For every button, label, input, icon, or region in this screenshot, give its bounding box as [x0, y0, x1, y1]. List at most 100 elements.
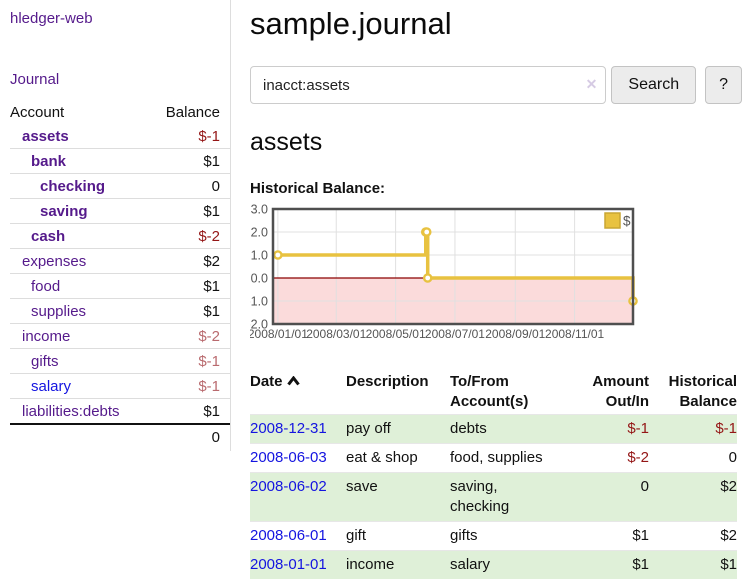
account-balance: $-2	[198, 227, 220, 245]
sidebar-account-link[interactable]: supplies	[31, 302, 87, 320]
main-content: sample.journal ✕ Search ? assets Histori…	[246, 0, 742, 579]
sidebar-account-link[interactable]: gifts	[31, 352, 59, 370]
account-row: supplies $1	[10, 298, 230, 324]
account-row: salary $-1	[10, 373, 230, 399]
transaction-accounts: saving, checking	[450, 478, 510, 515]
svg-text:2008/07/01: 2008/07/01	[425, 327, 485, 341]
search-button[interactable]: Search	[611, 66, 697, 104]
sidebar-account-link[interactable]: checking	[40, 177, 106, 195]
account-row: liabilities:debts $1	[10, 398, 230, 425]
search-bar: ✕ Search ?	[250, 66, 742, 104]
transaction-date-link[interactable]: 2008-06-03	[250, 449, 327, 466]
account-balance: 0	[211, 177, 220, 195]
transaction-date: 2008-12-31	[250, 415, 346, 444]
transaction-amount: 0	[640, 478, 649, 495]
svg-text:2008/01/01: 2008/01/01	[250, 327, 308, 341]
svg-text:2008/05/01: 2008/05/01	[366, 327, 426, 341]
sidebar-account-link[interactable]: assets	[22, 127, 69, 145]
transaction-description: gift	[346, 527, 367, 544]
svg-text:0.0: 0.0	[251, 272, 268, 286]
chart-legend: $	[604, 212, 631, 229]
transaction-row: 2008-06-01 gift gifts $1 $2	[250, 521, 737, 551]
account-row: cash $-2	[10, 223, 230, 249]
svg-text:-1.0: -1.0	[250, 295, 268, 309]
page-title: sample.journal	[250, 6, 452, 41]
search-input[interactable]	[250, 66, 607, 104]
transaction-amount: $1	[632, 527, 649, 544]
account-balance: $-1	[198, 352, 220, 370]
transaction-balance: $1	[720, 556, 737, 573]
sidebar-account-link[interactable]: income	[22, 327, 71, 345]
transaction-date-link[interactable]: 2008-01-01	[250, 556, 327, 573]
app-brand-link[interactable]: hledger-web	[10, 10, 93, 27]
sidebar-item-journal[interactable]: Journal	[10, 71, 60, 88]
chart-title: Historical Balance:	[250, 180, 386, 197]
account-balance: $-2	[198, 327, 220, 345]
legend-swatch	[604, 212, 621, 229]
sidebar-account-link[interactable]: bank	[31, 152, 67, 170]
transaction-date-link[interactable]: 2008-06-02	[250, 478, 327, 495]
legend-label: $	[623, 214, 631, 229]
transaction-balance: $2	[720, 527, 737, 544]
account-balance: $2	[203, 252, 220, 270]
accounts-total-spacer	[10, 424, 149, 449]
help-button[interactable]: ?	[705, 66, 742, 104]
account-row: income $-2	[10, 323, 230, 349]
account-balance: $-1	[198, 377, 220, 395]
account-balance: $1	[203, 302, 220, 320]
transaction-description: eat & shop	[346, 449, 418, 466]
col-header-date[interactable]: Date	[250, 370, 346, 415]
col-header-balance: Historical Balance	[668, 373, 737, 410]
transaction-description: pay off	[346, 420, 391, 437]
svg-text:-2.0: -2.0	[250, 318, 268, 332]
transaction-row: 2008-06-02 save saving, checking 0 $2	[250, 472, 737, 522]
transaction-date: 2008-06-02	[250, 473, 346, 522]
account-row: checking 0	[10, 173, 230, 199]
transaction-amount: $-1	[627, 420, 649, 437]
sidebar-account-link[interactable]: expenses	[22, 252, 87, 270]
sidebar-account-link[interactable]: liabilities:debts	[22, 402, 120, 420]
account-row: gifts $-1	[10, 348, 230, 374]
account-row: food $1	[10, 273, 230, 299]
transaction-accounts: debts	[450, 420, 487, 437]
sidebar: hledger-web Journal Account Balance asse…	[0, 0, 231, 451]
transaction-row: 2008-12-31 pay off debts $-1 $-1	[250, 414, 737, 444]
account-balance: $1	[203, 152, 220, 170]
transactions-rows: 2008-12-31 pay off debts $-1 $-1 2008-06-03 ea…	[250, 414, 737, 579]
transaction-description: income	[346, 556, 395, 573]
account-row: expenses $2	[10, 248, 230, 274]
transaction-row: 2008-01-01 income salary $1 $1	[250, 550, 737, 579]
svg-text:3.0: 3.0	[251, 203, 268, 217]
transaction-row: 2008-06-03 eat & shop food, supplies $-2 0	[250, 443, 737, 473]
svg-text:1.0: 1.0	[251, 249, 268, 263]
col-header-description: Description	[346, 373, 429, 390]
clear-search-icon[interactable]: ✕	[585, 76, 598, 92]
account-balance: $1	[203, 202, 220, 220]
accounts-header-account: Account	[10, 103, 65, 121]
transaction-date-link[interactable]: 2008-06-01	[250, 527, 327, 544]
search-input-wrap: ✕	[250, 66, 607, 104]
account-row: assets $-1	[10, 124, 230, 149]
svg-text:2008/11/01: 2008/11/01	[545, 327, 604, 341]
svg-text:2008/09/01: 2008/09/01	[485, 327, 545, 341]
account-row: bank $1	[10, 148, 230, 174]
transaction-description: save	[346, 478, 378, 495]
sidebar-account-link[interactable]: saving	[40, 202, 88, 220]
transaction-date: 2008-06-03	[250, 444, 346, 473]
transaction-accounts: food, supplies	[450, 449, 543, 466]
sidebar-account-link[interactable]: cash	[31, 227, 66, 245]
transactions-header-row: Date Description To/From Account(s) Amou…	[250, 370, 737, 415]
account-balance: $-1	[198, 127, 220, 145]
accounts-table-header: Account Balance	[10, 100, 230, 124]
account-balance: $1	[203, 277, 220, 295]
sidebar-account-link[interactable]: food	[31, 277, 61, 295]
transaction-date-link[interactable]: 2008-12-31	[250, 420, 327, 437]
transaction-accounts: gifts	[450, 527, 478, 544]
svg-text:2008/03/01: 2008/03/01	[306, 327, 366, 341]
accounts-total-value: 0	[211, 428, 220, 446]
sidebar-account-link[interactable]: salary	[31, 377, 72, 395]
svg-text:2.0: 2.0	[251, 226, 268, 240]
transaction-amount: $-2	[627, 449, 649, 466]
accounts-total-row: 0	[10, 424, 230, 449]
sidebar-account-rows: assets $-1 bank $1 checking 0 saving $1 cash $-2 e…	[10, 124, 230, 424]
